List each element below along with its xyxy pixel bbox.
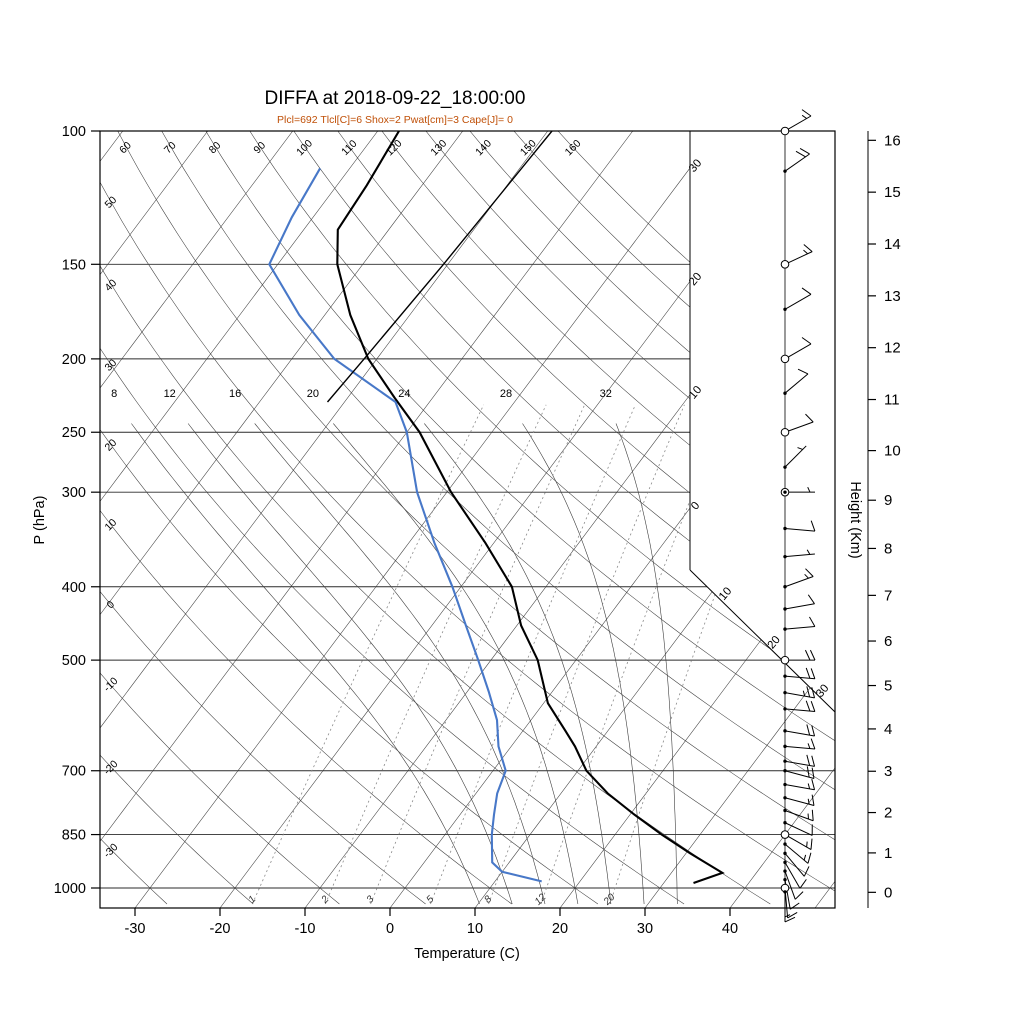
svg-text:13: 13 <box>884 288 901 305</box>
svg-text:0: 0 <box>689 500 702 513</box>
svg-text:3: 3 <box>884 763 892 780</box>
svg-text:5: 5 <box>425 894 437 906</box>
svg-text:20: 20 <box>766 634 783 652</box>
svg-text:12: 12 <box>884 340 901 357</box>
svg-text:7: 7 <box>884 587 892 604</box>
temperature-curve <box>336 131 725 884</box>
svg-text:90: 90 <box>251 139 268 156</box>
svg-text:0: 0 <box>884 884 892 901</box>
svg-text:5: 5 <box>884 678 892 695</box>
svg-text:700: 700 <box>62 764 86 780</box>
svg-text:3: 3 <box>365 894 377 906</box>
svg-text:40: 40 <box>103 277 120 294</box>
svg-text:-10: -10 <box>295 921 316 937</box>
svg-text:8: 8 <box>482 894 494 906</box>
svg-text:11: 11 <box>884 392 900 409</box>
svg-text:8: 8 <box>111 388 117 400</box>
svg-text:80: 80 <box>207 139 224 156</box>
svg-text:-30: -30 <box>101 841 120 860</box>
svg-text:2: 2 <box>884 805 892 822</box>
background-labels: 8 12 16 20 24 28 321 2 3 5 8 12 20-30-20-10010203040… <box>101 137 831 908</box>
svg-text:100: 100 <box>62 124 86 140</box>
svg-text:15: 15 <box>884 184 901 201</box>
svg-text:50: 50 <box>103 194 120 211</box>
svg-text:24: 24 <box>398 388 410 400</box>
svg-text:70: 70 <box>162 139 179 156</box>
parcel-curve <box>326 131 553 403</box>
svg-text:10: 10 <box>103 517 120 534</box>
svg-text:130: 130 <box>428 137 449 158</box>
svg-text:10: 10 <box>717 585 734 603</box>
svg-text:30: 30 <box>637 921 653 937</box>
svg-text:Height (Km): Height (Km) <box>847 481 863 558</box>
svg-text:6: 6 <box>884 633 892 650</box>
svg-text:9: 9 <box>884 492 892 509</box>
svg-text:40: 40 <box>722 921 738 937</box>
svg-text:20: 20 <box>552 921 568 937</box>
svg-text:20: 20 <box>601 892 618 909</box>
svg-text:10: 10 <box>467 921 483 937</box>
background-grid <box>100 131 835 908</box>
svg-text:250: 250 <box>62 425 86 441</box>
svg-text:12: 12 <box>533 892 549 908</box>
svg-text:0: 0 <box>386 921 394 937</box>
svg-text:16: 16 <box>884 132 901 149</box>
svg-text:-20: -20 <box>210 921 231 937</box>
svg-text:2: 2 <box>319 894 332 907</box>
sounding-profiles <box>268 131 725 884</box>
svg-text:150: 150 <box>62 257 86 273</box>
svg-text:4: 4 <box>884 721 892 738</box>
svg-text:14: 14 <box>884 236 901 253</box>
svg-text:300: 300 <box>62 485 86 501</box>
svg-text:110: 110 <box>339 138 359 158</box>
svg-text:-30: -30 <box>125 921 146 937</box>
svg-text:500: 500 <box>62 653 86 669</box>
svg-text:30: 30 <box>814 682 831 700</box>
svg-text:150: 150 <box>518 137 539 158</box>
svg-text:400: 400 <box>62 580 86 596</box>
svg-text:100: 100 <box>294 137 315 158</box>
svg-text:850: 850 <box>62 828 86 844</box>
svg-text:Temperature (C): Temperature (C) <box>414 946 520 962</box>
svg-text:10: 10 <box>884 443 901 460</box>
svg-text:20: 20 <box>307 388 319 400</box>
svg-text:8: 8 <box>884 540 892 557</box>
svg-text:1: 1 <box>884 845 892 862</box>
svg-text:1000: 1000 <box>54 881 86 897</box>
svg-text:32: 32 <box>600 388 612 400</box>
plot-frame <box>99 130 836 909</box>
chart-subtitle: Plcl=692 Tlcl[C]=6 Shox=2 Pwat[cm]=3 Cap… <box>277 114 513 126</box>
svg-text:30: 30 <box>103 357 120 374</box>
svg-text:16: 16 <box>229 388 241 400</box>
svg-text:20: 20 <box>103 437 120 454</box>
chart-title: DIFFA at 2018-09-22_18:00:00 <box>264 88 526 109</box>
svg-text:60: 60 <box>117 139 134 156</box>
dewpoint-curve <box>268 167 542 883</box>
svg-text:200: 200 <box>62 352 86 368</box>
svg-text:28: 28 <box>500 388 512 400</box>
wind-barbs <box>780 109 816 923</box>
svg-text:1: 1 <box>247 894 259 906</box>
svg-text:12: 12 <box>164 388 176 400</box>
svg-text:P (hPa): P (hPa) <box>32 496 48 545</box>
svg-text:140: 140 <box>473 137 494 158</box>
